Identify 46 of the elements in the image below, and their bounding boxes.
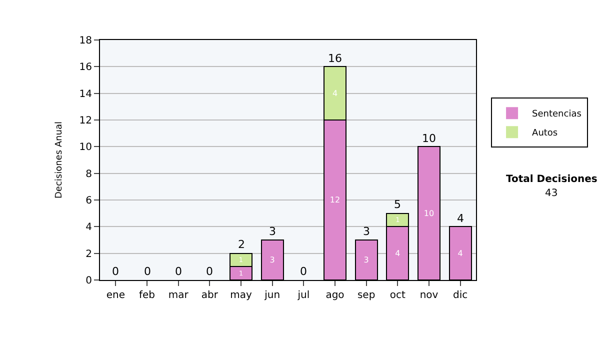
y-tick-label: 6 xyxy=(86,196,92,206)
x-tick-label: may xyxy=(230,290,252,301)
text: 43 xyxy=(545,188,558,199)
y-tick-label: 0 xyxy=(86,276,92,286)
total-label: 0 xyxy=(300,265,307,278)
y-axis-title: Decisiones Anual xyxy=(54,122,65,198)
total-label: 5 xyxy=(394,198,401,211)
x-tick-label: jun xyxy=(264,290,280,301)
total-label: 0 xyxy=(175,265,182,278)
x-tick-label: feb xyxy=(138,290,156,301)
x-tick-label: oct xyxy=(390,290,406,301)
total-label: 10 xyxy=(422,132,436,145)
legend-label: Sentencias xyxy=(532,110,582,120)
y-tick-label: 8 xyxy=(86,168,92,180)
total-label: 0 xyxy=(144,265,151,278)
data-label: 12 xyxy=(330,196,340,204)
y-tick-label: 16 xyxy=(79,62,92,74)
y-tick-label: 14 xyxy=(79,88,92,100)
x-tick-label: sep xyxy=(357,290,376,301)
total-label: 2 xyxy=(238,238,245,251)
total-label: 3 xyxy=(269,225,276,238)
data-label: 3 xyxy=(364,256,369,264)
total-label: 0 xyxy=(206,265,213,278)
data-label: 3 xyxy=(270,256,275,264)
x-tick-label: dic xyxy=(453,290,468,301)
text: Total Decisiones xyxy=(506,174,598,185)
y-tick-label: 4 xyxy=(86,222,92,234)
data-label: 4 xyxy=(395,248,400,258)
y-tick-label: 10 xyxy=(79,142,92,154)
x-tick-label: nov xyxy=(420,290,438,301)
data-label: 4 xyxy=(332,88,338,98)
total-label: 16 xyxy=(328,52,342,65)
y-tick-label: 2 xyxy=(86,248,92,260)
total-label: 3 xyxy=(363,225,370,238)
total-label: 0 xyxy=(112,265,119,278)
y-tick-label: 18 xyxy=(79,36,92,46)
x-tick-label: ene xyxy=(106,290,125,301)
x-tick-label: mar xyxy=(168,290,190,301)
y-tick-label: 12 xyxy=(79,116,92,126)
legend-label: Autos xyxy=(532,128,558,139)
x-tick-label: abr xyxy=(201,290,219,301)
total-label: 4 xyxy=(457,212,464,225)
data-label: 4 xyxy=(458,248,463,258)
x-tick-label: jul xyxy=(296,290,310,301)
x-tick-label: ago xyxy=(326,290,344,301)
data-label: 10 xyxy=(424,208,434,218)
